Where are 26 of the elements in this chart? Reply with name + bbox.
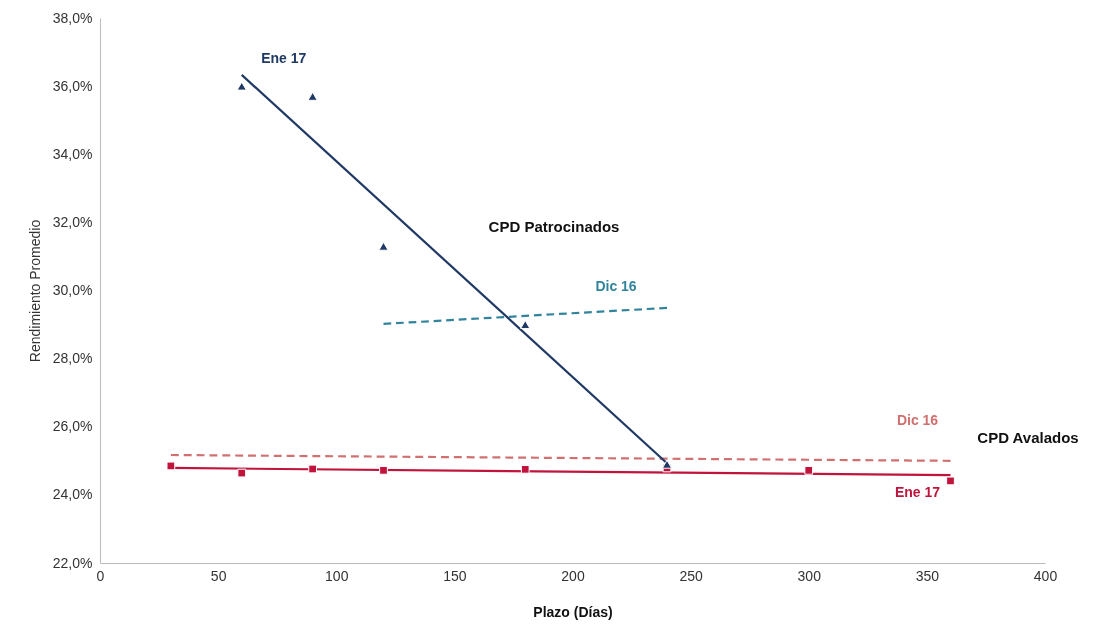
x-tick-label: 350 [915,567,940,584]
y-tick-label: 30,0% [52,282,93,298]
x-tick-label: 250 [679,567,704,584]
x-tick-label: 300 [797,567,822,584]
x-tick-label: 400 [1033,567,1058,584]
x-tick-label: 0 [96,567,105,584]
x-axis-title: Plazo (Días) [533,603,613,620]
y-tick-label: 28,0% [52,350,93,367]
series-label: Dic 16 [595,277,637,294]
y-tick-label: 38,0% [52,9,93,26]
y-axis-title: Rendimiento Promedio [26,219,43,363]
annotation: CPD Avalados [977,429,1079,446]
x-tick-label: 100 [325,567,349,584]
x-tick-label: 200 [561,567,585,584]
y-tick-label: 32,0% [52,213,93,230]
series-label: Ene 17 [261,49,307,66]
series-label: Ene 17 [894,484,941,501]
y-tick-label: 36,0% [52,77,93,94]
text: Dic 16 [896,411,939,428]
x-tick-label: 150 [443,567,467,584]
y-tick-label: 24,0% [52,486,93,503]
y-tick-label: 34,0% [52,145,93,162]
annotation: CPD Patrocinados [488,218,620,235]
y-tick-label: 22,0% [52,554,93,571]
x-tick-label: 50 [210,567,227,584]
y-tick-label: 26,0% [52,418,93,435]
